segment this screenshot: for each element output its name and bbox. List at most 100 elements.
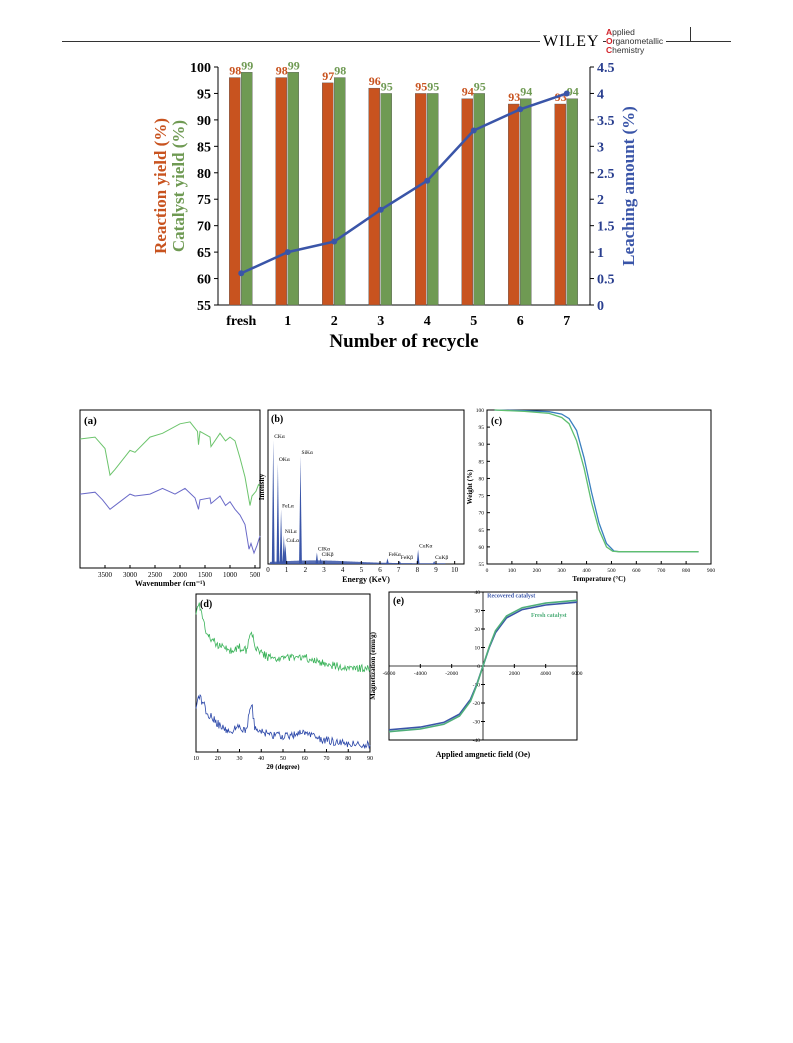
edx-peak-label-10: CuKα <box>419 544 432 550</box>
y2-tick-label-3: 1.5 <box>597 220 615 235</box>
x-tick-label-5: 5 <box>360 566 364 574</box>
publisher-logo: WILEY <box>540 33 603 51</box>
y-axis-title-left-1: Reaction yield (%) <box>151 118 170 254</box>
x-axis-title: 2θ (degree) <box>266 763 300 770</box>
panel-label: (b) <box>271 414 283 425</box>
x-tick-label-2: 30 <box>237 756 243 762</box>
x-tick-label-0: 10 <box>194 756 199 762</box>
panel-label: (a) <box>84 415 97 427</box>
y-axis-title: Intensity <box>258 473 266 500</box>
panel-label: (d) <box>200 599 212 610</box>
x-tick-label-1: 20 <box>215 756 221 762</box>
edx-chart: (b) CKα OKα FeLα NiLα CuLα SiKα ClKαClKβ FeKα FeK… <box>256 408 468 584</box>
bar-label-s1-5: 95 <box>474 79 486 93</box>
y2-tick-label-8: 4 <box>597 87 604 102</box>
bar-label-s1-2: 98 <box>334 64 346 78</box>
panel-label: (c) <box>491 416 502 427</box>
bar-label-s1-1: 99 <box>288 58 300 72</box>
x-tick-label-7: 80 <box>345 756 351 762</box>
x-tick-label-4: 4 <box>341 566 345 574</box>
y2-tick-label-4: 2 <box>597 193 604 208</box>
y-tick-label-9: 100 <box>190 61 211 76</box>
y-tick-label-6: 20 <box>475 627 481 633</box>
x-axis-title: Energy (KeV) <box>342 575 390 584</box>
y-tick-label-1: -30 <box>473 720 481 726</box>
edx-peak-label-7: ClKβ <box>322 552 334 558</box>
bar-s0-2 <box>322 83 333 305</box>
y-tick-label-8: 95 <box>197 87 211 102</box>
x-tick-label-2: -2000 <box>445 671 458 677</box>
y-tick-label-9: 100 <box>476 408 485 414</box>
ftir-series-0 <box>80 422 260 506</box>
y-tick-label-4: 75 <box>197 193 211 208</box>
ftir-chart: (a)3500 3000 2500 2000 1500 1000 500Wavenumber… <box>78 408 264 586</box>
edx-peak-label-8: FeKα <box>388 552 400 558</box>
bar-s1-2 <box>334 78 345 305</box>
y-tick-label-7: 90 <box>479 442 485 448</box>
edx-peak-label-3: NiLα <box>285 529 297 535</box>
plot-frame <box>80 410 260 568</box>
y-tick-label-1: 60 <box>197 273 211 288</box>
xrd-series-1 <box>196 695 370 748</box>
edx-peak-1 <box>276 463 279 564</box>
edx-peak-label-1: OKα <box>279 457 290 463</box>
bar-s0-0 <box>229 78 240 305</box>
x-tick-label-1: 1 <box>285 566 289 574</box>
x-tick-label-6: 6 <box>378 566 382 574</box>
edx-peak-label-2: FeLα <box>282 503 294 509</box>
plot-frame <box>487 410 711 564</box>
x-tick-label-3: 300 <box>558 568 567 574</box>
bar-s0-1 <box>276 78 287 305</box>
leaching-point-4 <box>424 178 430 184</box>
edx-peak-6 <box>316 552 319 564</box>
edx-peak-11 <box>433 561 436 564</box>
bar-s1-1 <box>288 72 299 305</box>
legend-entry-1: Fresh catalyst <box>531 613 567 619</box>
x-tick-label-5: 4000 <box>540 671 551 677</box>
y-tick-label-0: 55 <box>197 299 211 314</box>
y-tick-label-4: 75 <box>479 494 485 500</box>
x-tick-label-7: 700 <box>657 568 666 574</box>
y-tick-label-5: 80 <box>197 167 211 182</box>
y-tick-label-2: 65 <box>479 528 485 534</box>
x-tick-label-6: 6000 <box>572 671 583 677</box>
x-tick-label-5: 500 <box>607 568 616 574</box>
y-tick-label-0: 55 <box>479 562 485 568</box>
edx-peak-label-4: CuLα <box>286 538 299 544</box>
x-tick-label-8: 800 <box>682 568 691 574</box>
x-axis-title: Applied amgnetic field (Oe) <box>436 750 531 759</box>
header-tick <box>690 27 691 41</box>
y2-tick-label-6: 3 <box>597 140 604 155</box>
bar-s1-3 <box>381 93 392 305</box>
x-tick-label-6: 6 <box>517 314 524 329</box>
journal-line-3: Chemistry <box>606 46 663 55</box>
y2-tick-label-2: 1 <box>597 246 604 261</box>
x-tick-label-4: 1500 <box>198 571 213 579</box>
bar-label-s1-3: 95 <box>381 79 393 93</box>
edx-peak-label-9: FeKβ <box>401 555 413 561</box>
y2-tick-label-9: 4.5 <box>597 61 615 76</box>
y2-tick-label-7: 3.5 <box>597 114 615 129</box>
panel-label: (e) <box>393 596 404 607</box>
x-tick-label-3: 3 <box>322 566 326 574</box>
x-tick-label-6: 600 <box>632 568 641 574</box>
tga-chart: (c)5560657075808590951000 100 200 300 400 500… <box>465 408 715 584</box>
x-tick-label-4: 400 <box>582 568 591 574</box>
vsm-chart: (e)-40-30-20-10010203040-6000 -4000 -2000 2… <box>363 590 593 770</box>
leaching-point-3 <box>378 207 384 213</box>
bar-label-s0-6: 93 <box>508 90 520 104</box>
x-tick-label-0: 3500 <box>98 571 113 579</box>
xrd-series-0 <box>196 603 370 672</box>
x-tick-label-1: -4000 <box>414 671 427 677</box>
leaching-point-7 <box>564 90 570 96</box>
x-tick-label-0: fresh <box>226 314 256 329</box>
x-tick-label-9: 900 <box>707 568 715 574</box>
y-tick-label-2: -20 <box>473 701 481 707</box>
bar-s0-6 <box>508 104 519 305</box>
x-tick-label-7: 7 <box>397 566 401 574</box>
recycle-chart: 55606570758085909510000.511.522.533.544.… <box>150 55 650 355</box>
bar-s1-6 <box>520 99 531 305</box>
edx-peak-label-11: CuKβ <box>435 555 448 561</box>
y-tick-label-7: 90 <box>197 114 211 129</box>
x-tick-label-5: 60 <box>302 756 308 762</box>
